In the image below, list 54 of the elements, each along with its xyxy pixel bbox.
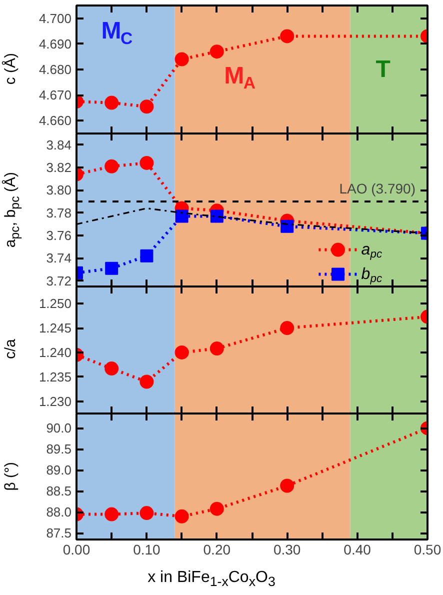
point bbox=[140, 249, 154, 262]
point bbox=[104, 96, 119, 110]
y-axis-title: β (°) bbox=[1, 462, 20, 490]
point bbox=[174, 345, 189, 360]
y-tick-label: 3.84 bbox=[46, 137, 72, 152]
ref-line-label: LAO (3.790) bbox=[339, 180, 416, 196]
y-tick-label: 3.72 bbox=[46, 273, 72, 288]
point bbox=[105, 262, 118, 275]
x-tick-label: 0.40 bbox=[344, 542, 372, 558]
y-axis-title: c/a bbox=[1, 339, 20, 360]
y-tick-label: 1.235 bbox=[38, 369, 72, 384]
y-tick-label: 1.230 bbox=[38, 394, 72, 409]
point bbox=[140, 506, 154, 520]
y-tick-label: 1.245 bbox=[38, 320, 72, 336]
x-axis-title: x in BiFe$_{1-x}$Co$_{x}$O$_{3}$ bbox=[146, 568, 276, 592]
y-tick-label: 1.250 bbox=[38, 296, 72, 312]
y-tick-label: 4.680 bbox=[38, 62, 72, 77]
annotation: T bbox=[376, 56, 391, 83]
point bbox=[174, 509, 189, 524]
point bbox=[210, 210, 224, 223]
y-tick-label: 3.82 bbox=[46, 160, 72, 175]
point bbox=[210, 502, 224, 516]
y-tick-label: 88.0 bbox=[46, 504, 72, 520]
point bbox=[140, 374, 154, 389]
point bbox=[140, 156, 154, 170]
point bbox=[280, 220, 294, 233]
y-tick-label: 89.5 bbox=[46, 442, 72, 457]
y-tick-label: 4.660 bbox=[38, 113, 72, 128]
point bbox=[104, 507, 119, 522]
y-tick-label: 3.78 bbox=[46, 205, 72, 220]
point bbox=[210, 342, 224, 356]
y-tick-label: 90.0 bbox=[46, 420, 72, 436]
point bbox=[104, 159, 119, 174]
x-tick-label: 0.30 bbox=[273, 542, 301, 558]
y-tick-label: 3.80 bbox=[46, 182, 72, 198]
point bbox=[174, 52, 189, 66]
y-axis-title: c (Å) bbox=[1, 53, 20, 85]
point bbox=[210, 44, 224, 59]
x-tick-label: 0.20 bbox=[203, 542, 231, 558]
y-tick-label: 4.690 bbox=[38, 36, 72, 52]
point bbox=[175, 210, 188, 223]
y-tick-label: 1.240 bbox=[38, 344, 72, 360]
y-tick-label: 89.0 bbox=[46, 462, 72, 478]
x-tick-label: 0.10 bbox=[133, 542, 161, 558]
point bbox=[104, 362, 119, 376]
y-tick-label: 4.700 bbox=[38, 10, 72, 26]
y-tick-label: 3.76 bbox=[46, 228, 72, 243]
y-tick-label: 3.74 bbox=[46, 250, 72, 266]
y-tick-label: 88.5 bbox=[46, 484, 72, 499]
point bbox=[140, 100, 154, 114]
y-tick-label: 4.670 bbox=[38, 88, 72, 103]
y-tick-label: 87.5 bbox=[46, 526, 72, 541]
x-tick-label: 0.00 bbox=[62, 542, 90, 558]
x-tick-label: 0.50 bbox=[414, 542, 442, 558]
